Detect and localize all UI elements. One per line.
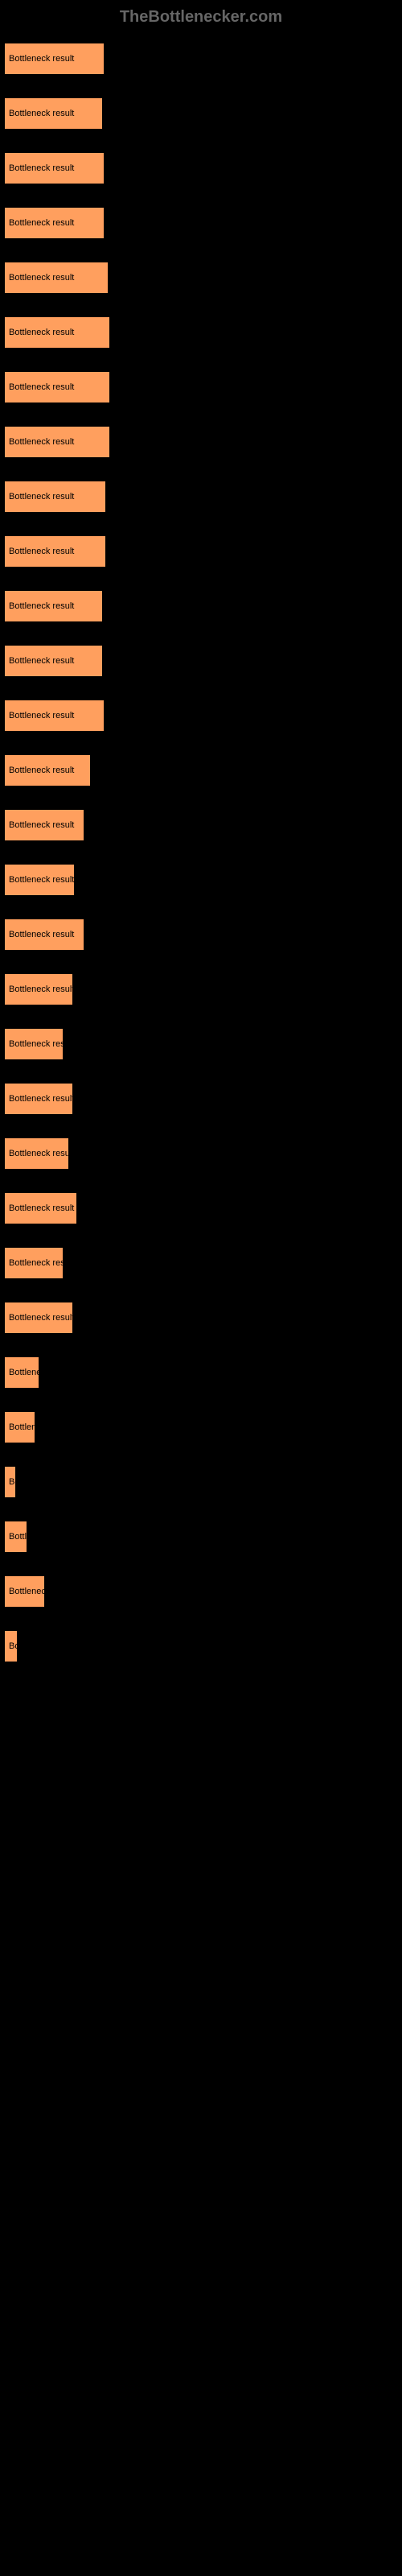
bar-row: Bottleneck result bbox=[4, 207, 398, 239]
bar-label: Bottleneck result bbox=[9, 1532, 27, 1542]
bar-row: Bottleneck result bbox=[4, 1302, 398, 1334]
bar-label: Bottleneck result bbox=[9, 328, 74, 337]
bar-label: Bottleneck result bbox=[9, 1258, 64, 1268]
bar-row: Bottleneck result bbox=[4, 1521, 398, 1553]
bar-label: Bottleneck result bbox=[9, 985, 73, 994]
bar-label: Bottleneck result bbox=[9, 766, 74, 775]
bar-label: Bottleneck result bbox=[9, 273, 74, 283]
bar-label: Bottleneck result bbox=[9, 601, 74, 611]
chart-bar[interactable]: Bottleneck result bbox=[4, 919, 84, 951]
chart-bar[interactable]: Bottleneck result bbox=[4, 1137, 69, 1170]
bar-row: Bottleneck result bbox=[4, 1630, 398, 1662]
bar-label: Bottleneck result bbox=[9, 1641, 18, 1651]
bar-label: Bottleneck result bbox=[9, 1094, 73, 1104]
bar-row: Bottleneck result bbox=[4, 1575, 398, 1608]
chart-bar[interactable]: Bottleneck result bbox=[4, 207, 105, 239]
bar-row: Bottleneck result bbox=[4, 645, 398, 677]
bar-label: Bottleneck result bbox=[9, 656, 74, 666]
bar-label: Bottleneck result bbox=[9, 218, 74, 228]
bar-row: Bottleneck result bbox=[4, 1083, 398, 1115]
chart-bar[interactable]: Bottleneck result bbox=[4, 316, 110, 349]
bar-label: Bottleneck result bbox=[9, 820, 74, 830]
bar-label: Bottleneck result bbox=[9, 547, 74, 556]
bar-row: Bottleneck result bbox=[4, 1247, 398, 1279]
chart-bar[interactable]: Bottleneck result bbox=[4, 1083, 73, 1115]
chart-container: Bottleneck result Bottleneck result Bottle… bbox=[0, 43, 402, 1662]
bar-row: Bottleneck result bbox=[4, 97, 398, 130]
bar-label: Bottleneck result bbox=[9, 54, 74, 64]
chart-bar[interactable]: Bottleneck result bbox=[4, 1247, 64, 1279]
chart-bar[interactable]: Bottleneck result bbox=[4, 535, 106, 568]
chart-bar[interactable]: Bottleneck result bbox=[4, 371, 110, 403]
bar-label: Bottleneck result bbox=[9, 1368, 39, 1377]
chart-bar[interactable]: Bottleneck result bbox=[4, 1192, 77, 1224]
bar-row: Bottleneck result bbox=[4, 809, 398, 841]
chart-bar[interactable]: Bottleneck result bbox=[4, 590, 103, 622]
chart-bar[interactable]: Bottleneck result bbox=[4, 700, 105, 732]
page-title: TheBottlenecker.com bbox=[0, 8, 402, 27]
bar-label: Bottleneck result bbox=[9, 1477, 16, 1487]
bar-label: Bottleneck result bbox=[9, 711, 74, 720]
bar-row: Bottleneck result bbox=[4, 1028, 398, 1060]
bar-label: Bottleneck result bbox=[9, 492, 74, 502]
bar-row: Bottleneck result bbox=[4, 1466, 398, 1498]
chart-bar[interactable]: Bottleneck result bbox=[4, 1521, 27, 1553]
bar-row: Bottleneck result bbox=[4, 1411, 398, 1443]
chart-bar[interactable]: Bottleneck result bbox=[4, 1356, 39, 1389]
bar-label: Bottleneck result bbox=[9, 875, 74, 885]
bar-label: Bottleneck result bbox=[9, 1039, 64, 1049]
bar-row: Bottleneck result bbox=[4, 700, 398, 732]
chart-bar[interactable]: Bottleneck result bbox=[4, 1575, 45, 1608]
bar-row: Bottleneck result bbox=[4, 864, 398, 896]
bar-label: Bottleneck result bbox=[9, 163, 74, 173]
bar-label: Bottleneck result bbox=[9, 1313, 73, 1323]
chart-bar[interactable]: Bottleneck result bbox=[4, 97, 103, 130]
bar-label: Bottleneck result bbox=[9, 382, 74, 392]
chart-bar[interactable]: Bottleneck result bbox=[4, 1630, 18, 1662]
chart-bar[interactable]: Bottleneck result bbox=[4, 1302, 73, 1334]
bar-label: Bottleneck result bbox=[9, 1422, 35, 1432]
bar-label: Bottleneck result bbox=[9, 1587, 45, 1596]
bar-label: Bottleneck result bbox=[9, 1149, 69, 1158]
chart-bar[interactable]: Bottleneck result bbox=[4, 809, 84, 841]
chart-bar[interactable]: Bottleneck result bbox=[4, 262, 109, 294]
chart-bar[interactable]: Bottleneck result bbox=[4, 1466, 16, 1498]
bar-label: Bottleneck result bbox=[9, 930, 74, 939]
bar-row: Bottleneck result bbox=[4, 919, 398, 951]
chart-bar[interactable]: Bottleneck result bbox=[4, 152, 105, 184]
bar-label: Bottleneck result bbox=[9, 1203, 74, 1213]
bar-row: Bottleneck result bbox=[4, 973, 398, 1005]
bar-row: Bottleneck result bbox=[4, 535, 398, 568]
bar-row: Bottleneck result bbox=[4, 152, 398, 184]
bar-row: Bottleneck result bbox=[4, 1356, 398, 1389]
chart-bar[interactable]: Bottleneck result bbox=[4, 864, 75, 896]
bar-row: Bottleneck result bbox=[4, 754, 398, 786]
bar-row: Bottleneck result bbox=[4, 316, 398, 349]
bar-row: Bottleneck result bbox=[4, 262, 398, 294]
chart-bar[interactable]: Bottleneck result bbox=[4, 43, 105, 75]
bar-row: Bottleneck result bbox=[4, 426, 398, 458]
bar-row: Bottleneck result bbox=[4, 481, 398, 513]
bar-row: Bottleneck result bbox=[4, 1192, 398, 1224]
bar-row: Bottleneck result bbox=[4, 371, 398, 403]
chart-bar[interactable]: Bottleneck result bbox=[4, 754, 91, 786]
bar-label: Bottleneck result bbox=[9, 109, 74, 118]
bar-row: Bottleneck result bbox=[4, 43, 398, 75]
bar-row: Bottleneck result bbox=[4, 590, 398, 622]
chart-bar[interactable]: Bottleneck result bbox=[4, 645, 103, 677]
chart-bar[interactable]: Bottleneck result bbox=[4, 1028, 64, 1060]
chart-bar[interactable]: Bottleneck result bbox=[4, 1411, 35, 1443]
chart-bar[interactable]: Bottleneck result bbox=[4, 973, 73, 1005]
bar-label: Bottleneck result bbox=[9, 437, 74, 447]
chart-bar[interactable]: Bottleneck result bbox=[4, 481, 106, 513]
chart-bar[interactable]: Bottleneck result bbox=[4, 426, 110, 458]
bar-row: Bottleneck result bbox=[4, 1137, 398, 1170]
